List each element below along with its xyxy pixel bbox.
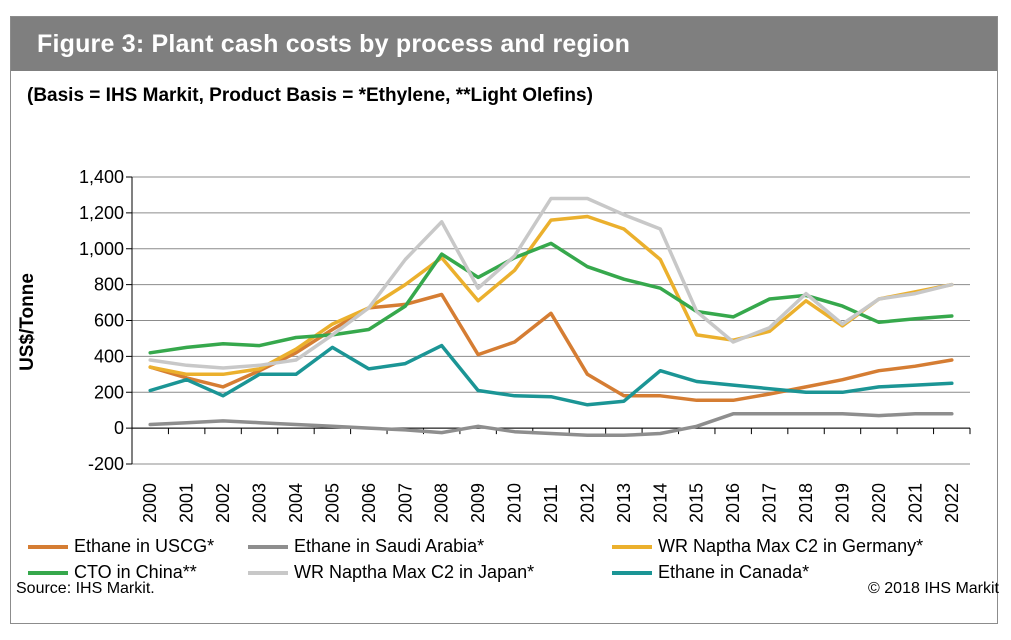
- x-tick-label: 2013: [614, 483, 634, 523]
- figure-title: Figure 3: Plant cash costs by process an…: [11, 17, 997, 71]
- y-tick-label: 1,000: [79, 239, 124, 259]
- y-tick-label: 1,200: [79, 203, 124, 223]
- legend-swatch-2: [612, 544, 652, 549]
- y-tick-label: 200: [94, 382, 124, 402]
- y-tick-label: -200: [88, 454, 124, 474]
- x-tick-label: 2018: [796, 483, 816, 523]
- legend-item-4: WR Naptha Max C2 in Japan*: [248, 562, 534, 583]
- x-tick-label: 2021: [905, 483, 925, 523]
- legend-item-3: CTO in China**: [28, 562, 197, 583]
- copyright-note: © 2018 IHS Markit: [868, 580, 999, 597]
- legend-swatch-5: [612, 570, 652, 575]
- x-tick-label: 2016: [723, 483, 743, 523]
- x-tick-label: 2020: [869, 483, 889, 523]
- y-tick-label: 400: [94, 346, 124, 366]
- x-tick-label: 2008: [432, 483, 452, 523]
- y-tick-label: 0: [114, 418, 124, 438]
- figure-subtitle: (Basis = IHS Markit, Product Basis = *Et…: [27, 85, 593, 106]
- x-tick-label: 2009: [468, 483, 488, 523]
- series-line-2: [148, 214, 954, 377]
- x-tick-label: 2010: [505, 483, 525, 523]
- legend-item-2: WR Naptha Max C2 in Germany*: [612, 536, 923, 557]
- x-tick-label: 2003: [250, 483, 270, 523]
- legend-swatch-0: [28, 544, 68, 549]
- legend-label-2: WR Naptha Max C2 in Germany*: [658, 536, 924, 556]
- legend-label-4: WR Naptha Max C2 in Japan*: [294, 562, 535, 582]
- legend-swatch-1: [248, 544, 288, 549]
- legend-swatch-4: [248, 570, 288, 575]
- legend-item-1: Ethane in Saudi Arabia*: [248, 536, 484, 557]
- legend-item-0: Ethane in USCG*: [28, 536, 214, 557]
- x-tick-label: 2019: [832, 483, 852, 523]
- legend-label-1: Ethane in Saudi Arabia*: [294, 536, 485, 556]
- x-tick-label: 2005: [322, 483, 342, 523]
- series-line-3: [148, 241, 954, 355]
- x-tick-label: 2007: [395, 483, 415, 523]
- legend-label-3: CTO in China**: [74, 562, 197, 582]
- x-tick-label: 2014: [650, 483, 670, 523]
- y-tick-label: 800: [94, 275, 124, 295]
- x-tick-label: 2001: [177, 483, 197, 523]
- x-tick-label: 2022: [942, 483, 962, 523]
- series-line-4: [148, 196, 954, 370]
- legend-item-5: Ethane in Canada*: [612, 562, 809, 583]
- legend-label-0: Ethane in USCG*: [74, 536, 215, 556]
- series-line-1: [148, 412, 954, 438]
- legend-swatch-3: [28, 570, 68, 575]
- x-tick-label: 2002: [213, 483, 233, 523]
- legend-label-5: Ethane in Canada*: [658, 562, 810, 582]
- y-tick-label: 1,400: [79, 167, 124, 187]
- x-tick-label: 2000: [140, 483, 160, 523]
- x-tick-label: 2017: [760, 483, 780, 523]
- series-line-5: [148, 343, 954, 407]
- x-tick-label: 2004: [286, 483, 306, 523]
- x-tick-label: 2011: [541, 484, 561, 523]
- x-tick-label: 2012: [577, 483, 597, 523]
- x-tick-label: 2015: [687, 483, 707, 523]
- x-tick-label: 2006: [359, 483, 379, 523]
- y-tick-label: 600: [94, 311, 124, 331]
- series-line-0: [148, 292, 954, 403]
- source-note: Source: IHS Markit.: [16, 580, 155, 597]
